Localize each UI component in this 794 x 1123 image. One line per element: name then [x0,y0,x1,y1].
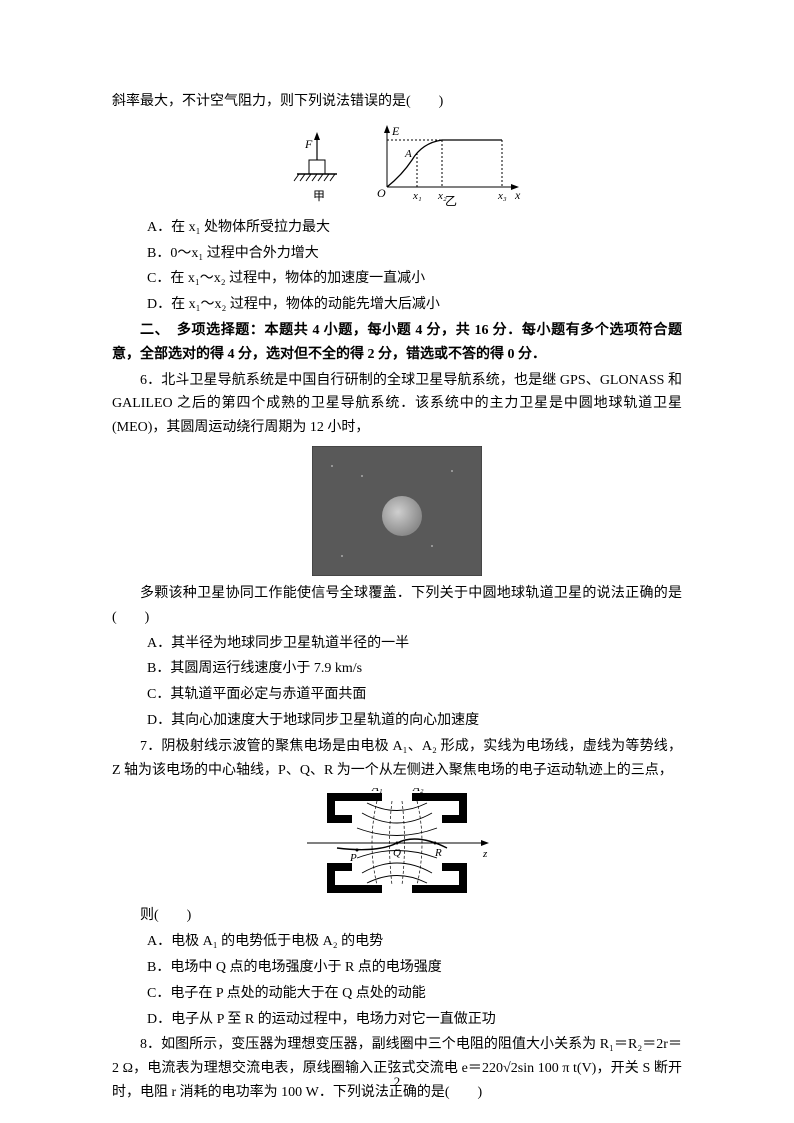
section2-title: 二、 多项选择题：本题共 4 小题，每小题 4 分，共 16 分．每小题有多个选… [112,319,682,367]
q7-optB: B．电场中 Q 点的电场强度小于 R 点的电场强度 [147,956,682,980]
q7-stem: 7．阴极射线示波管的聚焦电场是由电极 A₁、A₂ 形成，实线为电场线，虚线为等势… [112,735,682,783]
label-x1: x₁ [412,190,422,202]
q5-optA: A．在 x₁ 处物体所受拉力最大 [147,216,682,240]
label-x: x [514,188,521,202]
q6-figure [112,446,682,576]
q7-optD: D．电子从 P 至 R 的运动过程中，电场力对它一直做正功 [147,1008,682,1032]
q6-optD: D．其向心加速度大于地球同步卫星轨道的向心加速度 [147,709,682,733]
q5-optD: D．在 x₁～x₂ 过程中，物体的动能先增大后减小 [147,293,682,317]
q6-stem2: 多颗该种卫星协同工作能使信号全球覆盖．下列关于中圆地球轨道卫星的说法正确的是( … [112,582,682,630]
q7-then: 则( ) [112,904,682,928]
page-number: 2 [0,1071,794,1093]
exam-page: 斜率最大，不计空气阻力，则下列说法错误的是( ) F 甲 [0,0,794,1123]
q5-figure: F 甲 E O x A [112,120,682,210]
q7-optC: C．电子在 P 点处的动能大于在 Q 点处的动能 [147,982,682,1006]
q6-optA: A．其半径为地球同步卫星轨道半径的一半 [147,632,682,656]
label-A: A [404,148,412,160]
q6-optC: C．其轨道平面必定与赤道平面共面 [147,683,682,707]
label-jia: 甲 [313,189,325,203]
label-Q: Q [393,847,401,859]
q8-stem: 8．如图所示，变压器为理想变压器，副线圈中三个电阻的阻值大小关系为 R₁＝R₂＝… [112,1033,682,1104]
label-O: O [377,186,386,200]
label-A2: A₂ [412,788,424,794]
q6-stem1: 6．北斗卫星导航系统是中国自行研制的全球卫星导航系统，也是继 GPS、GLONA… [112,369,682,440]
label-P: P [349,852,357,864]
q5-cont: 斜率最大，不计空气阻力，则下列说法错误的是( ) [112,90,682,114]
label-z: z [482,848,488,860]
label-A1: A₁ [371,788,383,794]
q5-optB: B．0～x₁ 过程中合外力增大 [147,242,682,266]
q5-optC: C．在 x₁～x₂ 过程中，物体的加速度一直减小 [147,267,682,291]
q7-optA: A．电极 A₁ 的电势低于电极 A₂ 的电势 [147,930,682,954]
label-F: F [304,137,313,151]
q7-figure: z [112,788,682,898]
label-yi: 乙 [445,194,457,208]
label-E: E [391,124,400,138]
q6-optB: B．其圆周运行线速度小于 7.9 km/s [147,657,682,681]
label-R: R [434,847,442,859]
label-x3: x₃ [497,190,507,202]
